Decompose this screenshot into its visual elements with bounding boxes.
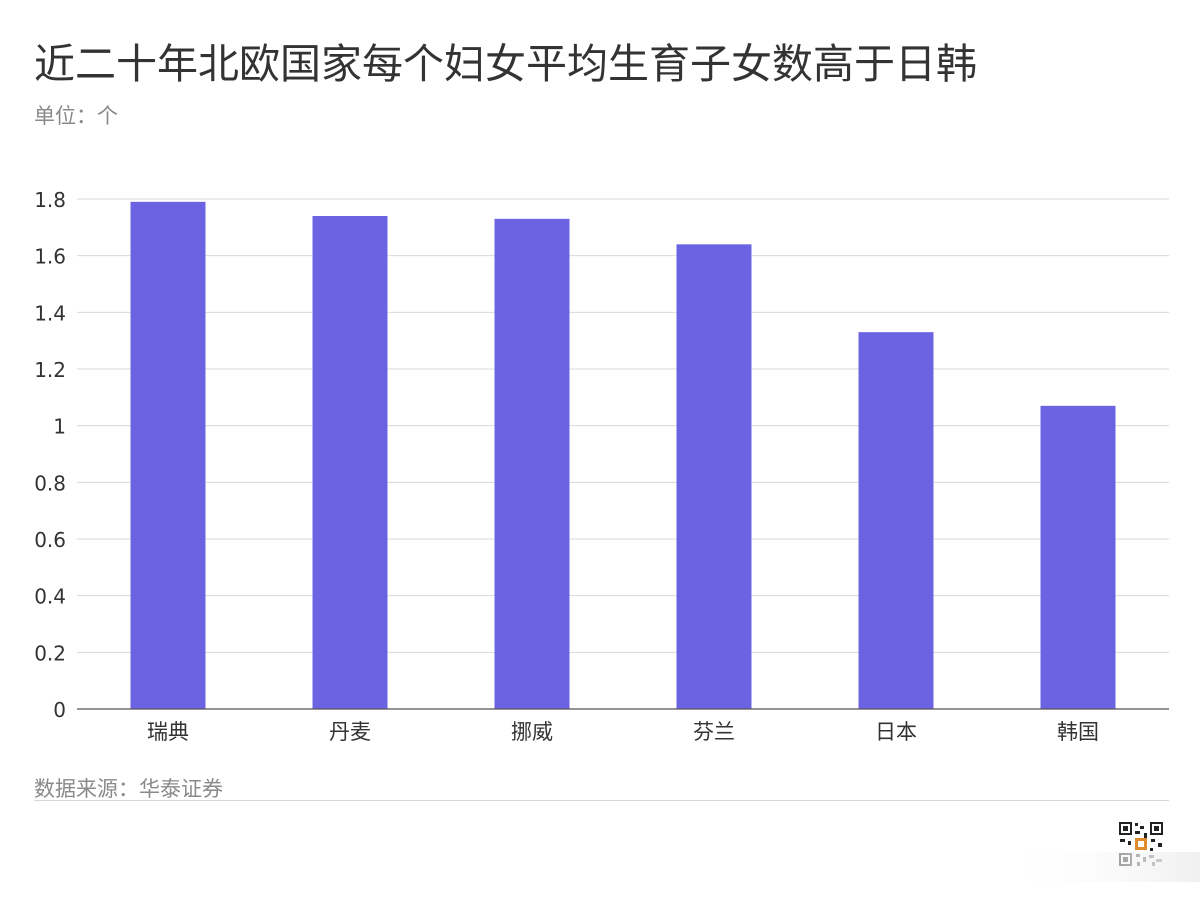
bar (494, 218, 570, 710)
x-tick-label: 日本 (875, 720, 917, 744)
y-tick-label: 0.2 (34, 641, 66, 665)
x-tick-label: 瑞典 (147, 720, 189, 744)
bar (130, 201, 206, 710)
bar (858, 332, 934, 709)
y-tick-label: 1.8 (34, 188, 66, 212)
bar (312, 216, 388, 709)
y-tick-label: 1.6 (34, 245, 66, 269)
x-tick-label: 芬兰 (693, 720, 735, 744)
bar (676, 244, 752, 710)
data-source: 数据来源：华泰证券 (34, 777, 223, 801)
bar-chart: 0 0.2 0.4 0.6 0.8 1 1.2 1.4 1.6 1.8 瑞典 丹麦 挪威 芬兰 日本 韩国 (34, 188, 1169, 744)
x-tick-label: 挪威 (511, 720, 553, 744)
y-tick-label: 1.4 (34, 301, 66, 325)
y-tick-label: 1.2 (34, 358, 66, 382)
decorative-fade-bar (996, 852, 1200, 882)
y-tick-label: 0.8 (34, 471, 66, 495)
y-tick-label: 0.4 (34, 585, 66, 609)
bar (1040, 405, 1116, 709)
chart-title: 近二十年北欧国家每个妇女平均生育子女数高于日韩 (34, 40, 977, 88)
chart-unit-label: 单位：个 (34, 104, 118, 128)
y-tick-label: 1 (53, 415, 66, 439)
footer-divider (34, 800, 1169, 801)
x-tick-label: 韩国 (1057, 720, 1099, 744)
x-tick-label: 丹麦 (329, 720, 371, 744)
y-tick-label: 0 (53, 698, 66, 722)
y-tick-label: 0.6 (34, 528, 66, 552)
